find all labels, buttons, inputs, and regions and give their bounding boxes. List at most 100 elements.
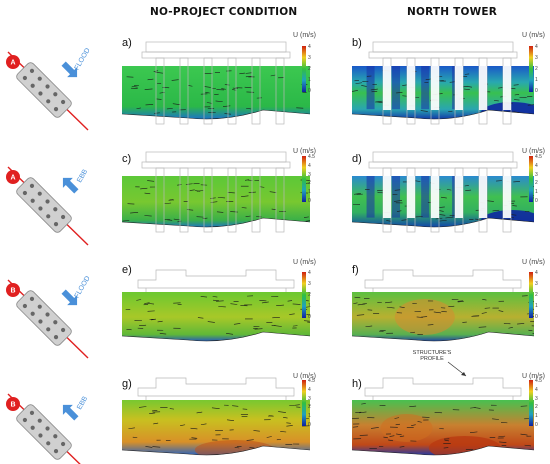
velocity-field [122,292,310,341]
velocity-field [122,66,310,119]
section-marker-label: A [10,175,15,182]
structure-outline [141,41,291,125]
pier-plate-icon [16,290,72,346]
colorbar [302,156,306,202]
colorbar-title-g: U (m/s) [293,373,316,380]
velocity-field [352,400,534,455]
colorbar-tick: 0 [308,198,311,204]
annotation-arrowhead-icon [461,372,466,376]
structure-outline [141,151,291,233]
structure-outline [364,377,522,400]
velocity-field [122,176,310,227]
colorbar-tick: 3 [535,281,538,287]
schematic-row-4: B EBB [6,393,89,464]
colorbar-tick: 4.5 [308,154,315,160]
colorbar-tick: 4 [308,44,311,50]
colorbar-tick: 3 [308,55,311,61]
panel-e [121,269,311,342]
panel-label-e: e) [122,264,132,276]
section-marker: B [6,397,20,411]
colorbar-tick: 0 [308,314,311,320]
colorbar-tick: 1 [535,413,538,420]
section-marker-label: B [10,288,15,295]
panel-label-f: f) [352,264,359,276]
colorbar-tick: 1 [535,189,538,196]
velocity-field [122,400,310,455]
colorbar-tick: 4 [308,162,311,169]
velocity-field [352,66,534,119]
velocity-field [352,292,534,341]
colorbar-tick: 4 [308,386,311,393]
structure-outline [137,377,295,400]
panel-label-c: c) [122,153,132,165]
colorbar [529,46,533,92]
colorbar-tick: 1 [308,189,311,196]
colorbar-tick: 2 [308,404,311,411]
colorbar-tick: 3 [535,55,538,61]
colorbar-tick: 4.5 [535,154,542,160]
header-no-project: NO-PROJECT CONDITION [150,6,298,18]
panel-b [351,41,535,125]
schematic-row-1: A FLOOD [6,47,92,131]
schematic-row-2: A EBB [6,166,89,246]
header-north-tower: NORTH TOWER [407,6,498,18]
structure-outline [364,269,522,292]
colorbar-tick: 4 [535,162,538,169]
panel-g [121,377,311,456]
annotation-line2: PROFILE [420,356,444,362]
colorbar-title-b: U (m/s) [522,32,545,39]
colorbar-tick: 4.5 [535,378,542,384]
section-marker-label: A [10,60,15,67]
colorbar-tick: 2 [535,292,538,298]
panel-f [351,269,535,342]
colorbar-tick: 3 [535,395,538,402]
tide-arrow-icon [62,404,79,421]
colorbar-tick: 2 [308,292,311,298]
colorbar [529,272,533,318]
structure-outline [137,269,295,292]
velocity-field [352,176,534,227]
panel-label-d: d) [352,153,362,165]
colorbar-title-c: U (m/s) [293,148,316,155]
tide-arrow-icon [61,61,78,78]
colorbar-tick: 2 [535,404,538,411]
colorbar-tick: 2 [308,180,311,187]
section-marker: B [6,283,20,297]
panel-d [351,151,535,233]
colorbar-tick: 4 [535,44,538,50]
panel-label-g: g) [122,378,132,390]
colorbar-tick: 1 [535,77,538,83]
colorbar-tick: 1 [308,77,311,83]
panel-label-a: a) [122,37,132,49]
colorbar-tick: 1 [308,413,311,420]
colorbar-tick: 4 [535,386,538,393]
colorbar-tick: 0 [308,88,311,94]
colorbar [529,156,533,202]
section-marker: A [6,55,20,69]
colorbar-tick: 3 [308,171,311,178]
colorbar-tick: 3 [535,171,538,178]
colorbar-tick: 2 [308,66,311,72]
colorbar-title-d: U (m/s) [522,148,545,155]
section-marker-label: B [10,402,15,409]
pier-plate-icon [16,62,72,118]
colorbar-tick: 3 [308,281,311,287]
colorbar-tick: 4 [535,270,538,276]
colorbar-tick: 0 [535,198,538,204]
colorbar-tick: 0 [535,314,538,320]
colorbar [302,380,306,426]
colorbar-title-f: U (m/s) [522,259,545,266]
colorbar-title-h: U (m/s) [522,373,545,380]
panel-c [121,151,311,233]
colorbar [302,272,306,318]
panel-label-h: h) [352,378,362,390]
tide-arrow-icon [61,289,78,306]
colorbar-tick: 2 [535,66,538,72]
colorbar [529,380,533,426]
pier-plate-icon [16,177,72,233]
section-marker: A [6,170,20,184]
colorbar-tick: 2 [535,180,538,187]
